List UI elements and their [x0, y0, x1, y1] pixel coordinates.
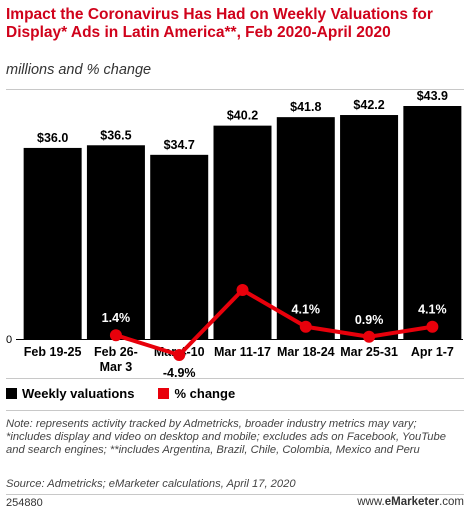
x-tick-label: Feb 19-25 — [24, 345, 82, 359]
line-point — [173, 349, 186, 361]
line-point — [299, 320, 312, 333]
chart-source: Source: Admetricks; eMarketer calculatio… — [6, 478, 296, 490]
bar-valuation — [276, 117, 335, 339]
line-value-label: 4.1% — [292, 303, 321, 317]
legend-divider — [6, 378, 464, 379]
legend-item-valuations: Weekly valuations — [6, 386, 134, 401]
line-value-label: 1.4% — [102, 311, 131, 325]
bar-valuation — [86, 145, 145, 339]
brand-suffix: .com — [439, 496, 464, 508]
legend-label-valuations: Weekly valuations — [22, 386, 135, 401]
bar-value-label: $43.9 — [417, 89, 448, 103]
x-tick-label: Mar 11-17 — [214, 345, 271, 359]
chart-id: 254880 — [6, 497, 43, 509]
legend-swatch-red — [158, 388, 170, 399]
line-value-label: 0.9% — [355, 313, 384, 327]
brand-prefix: www. — [357, 496, 385, 508]
x-tick-label: Apr 1-7 — [411, 345, 454, 359]
line-value-label: -4.9% — [163, 366, 196, 380]
bar-value-label: $42.2 — [353, 98, 384, 112]
x-tick-label: Mar 3 — [100, 360, 133, 374]
chart-note: Note: represents activity tracked by Adm… — [6, 418, 446, 456]
line-point — [363, 330, 376, 343]
x-tick-label: Feb 26- — [94, 345, 138, 359]
y-axis-zero-label: 0 — [6, 334, 12, 346]
footer-divider — [6, 494, 464, 495]
bar-valuation — [23, 147, 82, 339]
bar-valuation — [150, 154, 209, 339]
bar-valuation — [213, 125, 272, 339]
line-point — [236, 284, 249, 296]
line-value-label: 4.1% — [418, 303, 447, 317]
bar-valuation — [340, 115, 399, 339]
line-percent-change — [115, 288, 433, 357]
bar-value-label: $40.2 — [227, 109, 258, 123]
legend-item-change: % change — [158, 386, 235, 401]
top-divider — [6, 89, 464, 90]
chart-canvas: 0 $36.0 $36.5 $34.7 $40.2 $41.8 $42.2 $43.9 Feb … — [6, 89, 463, 380]
x-tick-label: Mar 25-31 — [340, 345, 398, 359]
bar-value-label: $34.7 — [164, 138, 195, 152]
legend-swatch-black — [6, 388, 17, 399]
bar-value-label: $36.5 — [100, 128, 131, 142]
line-value-label: 15.8% — [225, 266, 260, 280]
brand-link[interactable]: www.eMarketer.com — [357, 496, 464, 508]
chart-legend: Weekly valuations % change — [6, 386, 253, 401]
line-point — [426, 320, 439, 333]
note-divider — [6, 410, 464, 411]
chart-title: Impact the Coronavirus Has Had on Weekly… — [6, 6, 433, 41]
legend-label-change: % change — [174, 386, 236, 401]
bar-valuation — [403, 106, 462, 339]
bar-value-label: $41.8 — [290, 100, 321, 114]
chart-subtitle: millions and % change — [6, 62, 152, 78]
x-tick-label: Mar 18-24 — [277, 345, 335, 359]
line-point — [109, 329, 122, 342]
brand-name: eMarketer — [384, 496, 440, 508]
bar-value-label: $36.0 — [37, 131, 68, 145]
